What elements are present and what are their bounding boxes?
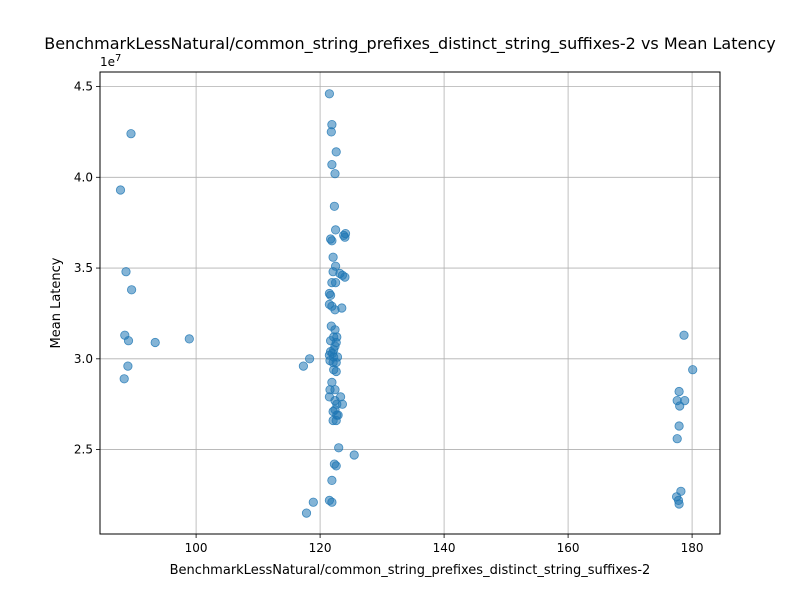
data-point [331,461,341,471]
data-point [337,399,347,409]
data-point [327,475,337,485]
y-axis-label: Mean Latency [49,257,64,348]
data-point [340,232,350,242]
chart-title: BenchmarkLessNatural/common_string_prefi… [44,34,776,54]
data-point [123,361,133,371]
data-point [688,365,698,375]
y-tick-label: 4.5 [74,80,93,94]
data-point [184,334,194,344]
data-point [325,290,336,300]
x-axis-label: BenchmarkLessNatural/common_string_prefi… [170,563,651,578]
x-tick-label: 160 [557,541,580,555]
x-tick-label: 120 [309,541,332,555]
data-point [298,361,308,371]
y-tick-label: 3.0 [74,352,93,366]
data-point [327,160,337,170]
grid [100,72,720,534]
data-point [674,499,684,509]
data-point [150,337,160,348]
data-point [334,443,344,453]
data-point [675,401,685,411]
data-point [121,267,131,277]
data-point [340,272,350,282]
data-point [330,277,341,288]
data-point [330,169,340,179]
data-point [331,366,341,377]
data-point [327,236,337,246]
data-point [679,330,689,340]
data-point [331,147,341,157]
data-point [308,497,318,507]
data-point [330,225,341,235]
data-point [674,421,684,431]
data-point [115,185,126,195]
data-point [127,285,137,295]
data-point [119,374,129,384]
data-point [329,201,339,211]
y-tick-label: 4.0 [74,170,93,184]
data-point [304,354,315,364]
data-point [330,385,340,395]
data-point [327,497,337,507]
data-point [328,252,338,262]
x-tick-label: 100 [185,541,208,555]
plot-frame [99,71,721,535]
data-point [326,127,336,137]
y-tick-label: 2.5 [74,443,93,457]
data-point [674,386,684,397]
data-point [123,336,134,346]
data-point [349,450,359,460]
x-tick-label: 140 [433,541,456,555]
data-point [301,508,312,518]
x-axis-ticks: 100 120 140 160 180 [185,534,704,555]
data-point [337,303,347,313]
x-tick-label: 180 [681,541,704,555]
data-point [324,89,334,99]
data-points [115,89,698,518]
data-point [126,129,136,139]
data-point [672,434,682,444]
y-axis-ticks: 2.5 3.0 3.5 4.0 4.5 [74,80,100,457]
data-point [331,415,341,426]
y-tick-label: 3.5 [74,261,93,275]
